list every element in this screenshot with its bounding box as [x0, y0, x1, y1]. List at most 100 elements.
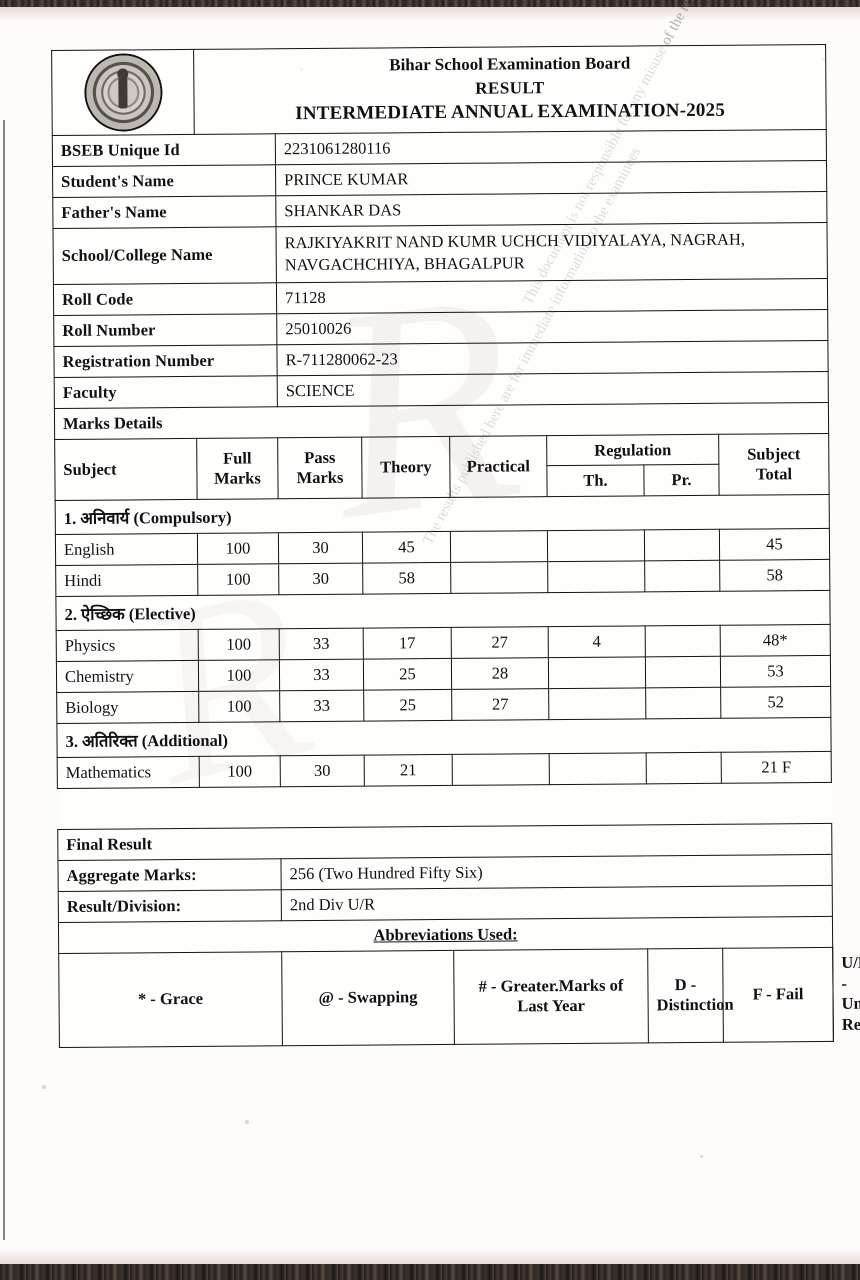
cell-regulation-theory — [548, 657, 646, 689]
abbreviation-grace: * - Grace — [58, 951, 283, 1048]
group-number: 2. — [64, 604, 77, 625]
abbreviation-fail: F - Fail — [722, 947, 834, 1042]
abbreviation-swapping: @ - Swapping — [281, 950, 455, 1046]
cell-subject: Mathematics — [57, 756, 200, 789]
cell-subject-total: 45 — [719, 528, 830, 561]
scan-artifact-bottom — [0, 1264, 860, 1280]
cell-subject: Chemistry — [56, 660, 199, 693]
field-label: BSEB Unique Id — [52, 133, 276, 167]
field-value: 71128 — [276, 277, 828, 314]
spacer-row — [57, 782, 832, 830]
group-number: 3. — [65, 731, 78, 752]
cell-regulation-practical — [645, 687, 721, 720]
group-name-english: (Compulsory) — [133, 507, 232, 528]
field-label: Student's Name — [52, 164, 276, 198]
spacer-cell — [57, 782, 832, 830]
document-title-block: Bihar School Examination Board RESULT IN… — [193, 44, 827, 135]
abbreviation-greater-marks: # - Greater.Marks of Last Year — [453, 949, 649, 1045]
cell-regulation-practical — [644, 529, 720, 562]
cell-full-marks: 100 — [197, 563, 279, 596]
cell-theory: 17 — [363, 627, 452, 660]
col-regulation-theory: Th. — [546, 465, 645, 497]
cell-theory: 25 — [363, 658, 452, 691]
field-label: Faculty — [54, 375, 278, 409]
student-row-school-name: School/College Name RAJKIYAKRIT NAND KUM… — [52, 222, 828, 285]
aggregate-marks-value: 256 (Two Hundred Fifty Six) — [280, 854, 833, 890]
cell-regulation-theory — [549, 753, 647, 785]
result-form: Bihar School Examination Board RESULT IN… — [51, 44, 860, 1048]
cell-full-marks: 100 — [197, 532, 279, 565]
group-name-devanagari: ऐच्छिक — [80, 605, 125, 624]
scan-artifact-top — [0, 0, 860, 7]
bseb-seal-icon — [85, 55, 161, 130]
cell-pass-marks: 30 — [278, 532, 363, 564]
board-logo-cell — [51, 49, 195, 136]
cell-practical — [452, 753, 550, 786]
col-pass-marks: Pass Marks — [277, 436, 363, 499]
field-label: Roll Number — [53, 313, 277, 347]
field-label: School/College Name — [52, 226, 277, 285]
col-full-marks-line2: Marks — [214, 468, 261, 488]
cell-subject-total: 52 — [720, 686, 831, 719]
cell-theory: 21 — [364, 754, 453, 787]
cell-regulation-practical — [646, 752, 722, 785]
group-number: 1. — [63, 508, 77, 529]
cell-regulation-theory — [547, 561, 645, 593]
cell-practical — [450, 561, 548, 594]
field-value: RAJKIYAKRIT NAND KUMR UCHCH VIDIYALAYA, … — [275, 222, 828, 283]
cell-subject: Hindi — [55, 564, 198, 597]
cell-pass-marks: 33 — [279, 690, 364, 722]
cell-practical: 28 — [451, 657, 549, 690]
col-subject-total: Subject Total — [718, 432, 830, 496]
col-practical: Practical — [449, 435, 548, 498]
cell-subject: Biology — [56, 691, 199, 724]
cell-full-marks: 100 — [198, 628, 280, 661]
scan-speck — [245, 1120, 249, 1124]
cell-theory: 45 — [362, 531, 451, 564]
cell-regulation-practical — [644, 560, 720, 593]
cell-regulation-theory — [547, 530, 645, 562]
division-value: 2nd Div U/R — [281, 885, 833, 921]
scan-fade-top — [0, 7, 860, 21]
cell-practical — [450, 530, 548, 563]
cell-theory: 58 — [362, 562, 451, 595]
cell-pass-marks: 30 — [278, 563, 363, 595]
cell-subject-total: 53 — [720, 655, 831, 688]
field-value: 25010026 — [276, 308, 828, 345]
cell-regulation-practical — [645, 656, 721, 689]
field-value: SHANKAR DAS — [275, 191, 827, 227]
field-label: Father's Name — [52, 195, 276, 229]
cell-practical: 27 — [451, 626, 549, 659]
cell-regulation-theory: 4 — [548, 626, 646, 658]
cell-subject: Physics — [56, 629, 199, 662]
group-name-devanagari: अतिरिक्त — [81, 732, 138, 751]
scan-speck — [42, 1085, 46, 1089]
field-label: Registration Number — [53, 344, 278, 378]
col-pass-marks-line1: Pass — [304, 447, 336, 468]
field-label: Roll Code — [53, 282, 277, 316]
cell-pass-marks: 30 — [280, 755, 365, 787]
col-regulation-practical: Pr. — [643, 464, 720, 497]
cell-regulation-practical — [645, 625, 721, 658]
division-label: Result/Division: — [58, 889, 282, 923]
result-table: Bihar School Examination Board RESULT IN… — [51, 44, 860, 1048]
group-name-english: (Elective) — [128, 604, 196, 624]
group-name-english: (Additional) — [141, 730, 228, 751]
abbreviations-row: * - Grace @ - Swapping # - Greater.Marks… — [58, 947, 860, 1048]
examination-title: INTERMEDIATE ANNUAL EXAMINATION-2025 — [295, 100, 726, 125]
cell-subject-total: 21 F — [721, 751, 832, 784]
cell-pass-marks: 33 — [279, 628, 364, 660]
cell-regulation-theory — [548, 688, 646, 720]
cell-pass-marks: 33 — [279, 659, 364, 691]
document-header-row: Bihar School Examination Board RESULT IN… — [51, 44, 827, 136]
aggregate-marks-label: Aggregate Marks: — [57, 858, 282, 892]
cell-theory: 25 — [363, 689, 452, 722]
scan-fade-bottom — [0, 1248, 860, 1264]
scan-edge-line — [3, 120, 5, 1240]
col-theory: Theory — [361, 435, 451, 499]
abbreviation-distinction: D - Distinction — [647, 948, 734, 1043]
cell-full-marks: 100 — [198, 659, 280, 692]
cell-subject-total: 58 — [719, 559, 830, 592]
col-regulation: Regulation — [546, 433, 719, 466]
